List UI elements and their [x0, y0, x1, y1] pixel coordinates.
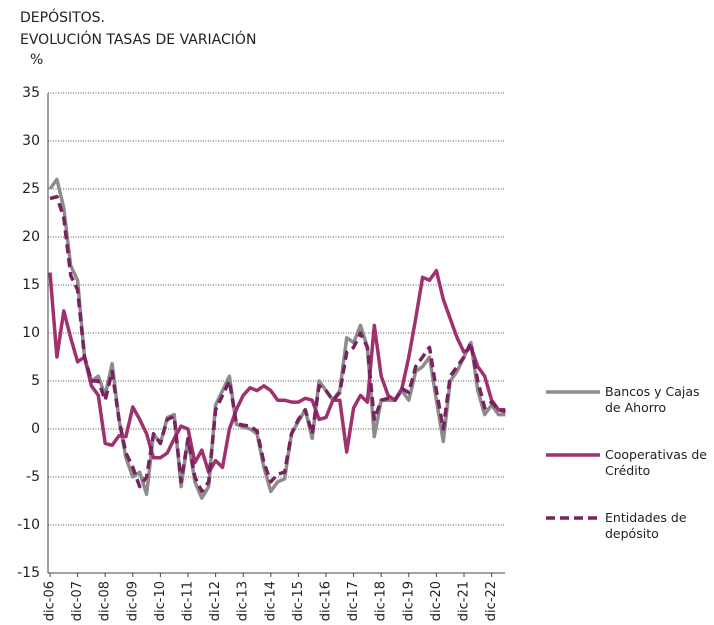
legend-label: Bancos y Cajas de Ahorro: [605, 384, 700, 415]
chart-subtitle: EVOLUCIÓN TASAS DE VARIACIÓN: [20, 30, 256, 48]
y-tick-label: 10: [22, 325, 40, 341]
y-tick-label: 0: [31, 421, 40, 437]
series-line: [49, 194, 506, 494]
x-tick-label: dic-11: [181, 581, 196, 621]
y-tick-label: 30: [22, 133, 40, 149]
x-tick-label: dic-16: [319, 581, 334, 621]
x-tick-label: dic-20: [429, 581, 444, 621]
x-tick-label: dic-14: [263, 581, 278, 621]
legend-label: Entidades de depósito: [605, 510, 687, 541]
x-tick-label: dic-10: [153, 581, 168, 621]
y-tick-label: 15: [22, 277, 40, 293]
x-tick-label: dic-07: [70, 581, 85, 621]
y-tick-label: 5: [31, 373, 40, 389]
x-tick-label: dic-13: [236, 581, 251, 621]
x-tick-label: dic-22: [484, 581, 499, 621]
y-tick-label: -10: [17, 517, 40, 533]
x-tick-label: dic-09: [125, 581, 140, 621]
x-tick-label: dic-18: [374, 581, 389, 621]
y-tick-label: -5: [26, 469, 40, 485]
x-tick-label: dic-17: [346, 581, 361, 621]
y-tick-label: 35: [22, 85, 40, 101]
x-tick-label: dic-12: [208, 581, 223, 621]
series-line: [48, 177, 506, 500]
x-tick-label: dic-08: [98, 581, 113, 621]
y-axis-label: %: [30, 52, 43, 68]
series-line: [48, 268, 506, 474]
chart-title: DEPÓSITOS.: [20, 8, 105, 26]
x-tick-label: dic-21: [457, 581, 472, 621]
x-tick-label: dic-15: [291, 581, 306, 621]
y-tick-label: 25: [22, 181, 40, 197]
y-tick-label: 20: [22, 229, 40, 245]
x-tick-label: dic-06: [43, 581, 58, 621]
legend-label: Cooperativas de Crédito: [605, 447, 707, 478]
y-tick-label: -15: [17, 565, 40, 581]
x-tick-label: dic-19: [401, 581, 416, 621]
